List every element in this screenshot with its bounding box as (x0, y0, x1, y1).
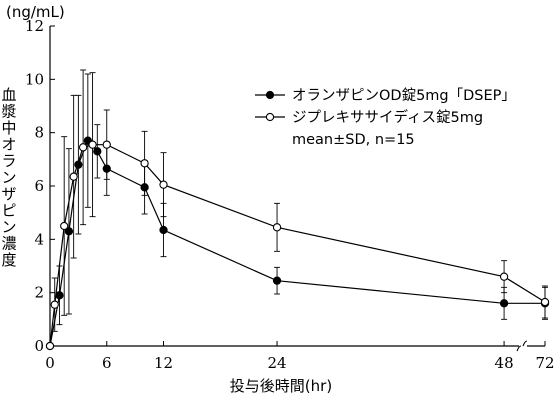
data-point (140, 159, 149, 168)
legend-label-dsep: オランザピンOD錠5mg「DSEP」 (292, 87, 516, 104)
data-point (499, 299, 509, 308)
y-axis-title-char: ザ (1, 185, 16, 203)
y-tick-label: 6 (34, 177, 44, 195)
x-tick-label: 6 (102, 354, 112, 372)
y-axis-title-char: 中 (1, 119, 16, 137)
y-tick-label: 12 (25, 17, 44, 35)
data-point (64, 227, 74, 236)
data-point (540, 297, 550, 307)
data-point (499, 272, 509, 281)
data-point (159, 225, 168, 235)
legend-note: mean±SD, n=15 (292, 132, 415, 148)
y-axis-title-char: 濃 (1, 235, 16, 253)
x-tick-label: 12 (154, 354, 173, 372)
y-axis-title-char: 度 (1, 251, 16, 269)
y-tick-label: 4 (34, 230, 44, 248)
y-tick-label: 0 (34, 337, 44, 355)
x-axis-title: 投与後時間(hr) (230, 377, 332, 395)
legend-label-zyprexa: ジプレキササイディス錠5mg (292, 108, 483, 126)
data-point (93, 147, 102, 156)
data-point (69, 172, 78, 181)
legend: オランザピンOD錠5mg「DSEP」 ジプレキササイディス錠5mg mean±S… (255, 87, 516, 148)
data-point (50, 300, 59, 309)
series-zyprexa (45, 69, 550, 351)
legend-marker-filled-circle (265, 90, 275, 100)
data-point (60, 221, 69, 231)
x-tick-label: 72 (535, 354, 554, 372)
data-point (272, 223, 282, 232)
series-line (49, 144, 546, 347)
y-axis-title-char: ラ (1, 152, 16, 170)
data-point (159, 180, 168, 189)
series-layer (45, 69, 550, 351)
axes (49, 26, 545, 352)
y-unit-label: (ng/mL) (6, 3, 65, 21)
legend-marker-open-circle (265, 112, 275, 122)
data-point (88, 140, 97, 149)
y-axis-title-char: ン (1, 169, 16, 187)
y-axis-title-char: ン (1, 218, 16, 236)
x-tick-label: 24 (267, 354, 286, 372)
y-tick-label: 10 (25, 70, 44, 88)
data-point (55, 291, 64, 300)
data-point (78, 143, 88, 152)
x-tick-label: 48 (495, 354, 514, 372)
data-point (102, 140, 111, 149)
series-line (49, 139, 545, 347)
x-axis-break-mark (516, 340, 528, 352)
y-axis-title-char: ピ (1, 202, 16, 220)
y-axis-title-char: 血 (1, 86, 16, 104)
data-point (272, 276, 282, 285)
x-tick-label: 0 (45, 354, 55, 372)
y-axis-title-char: オ (1, 136, 16, 154)
data-point (45, 341, 55, 351)
y-axis-title-char: 漿 (1, 103, 16, 121)
y-tick-label: 2 (34, 284, 44, 302)
y-tick-label: 8 (34, 124, 44, 142)
